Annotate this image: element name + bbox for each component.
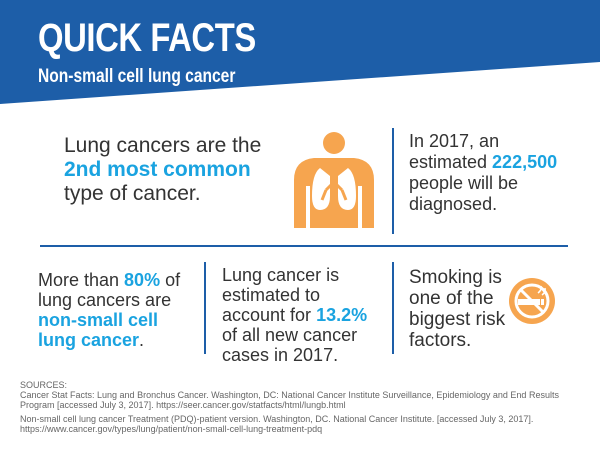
- divider-horizontal: [40, 245, 568, 247]
- divider-vertical: [392, 262, 394, 354]
- header-banner: QUICK FACTS Non-small cell lung cancer: [0, 0, 600, 104]
- fact-nsclc-pre: More than: [38, 270, 125, 290]
- source-citation: Non-small cell lung cancer Treatment (PD…: [20, 414, 534, 434]
- fact-nsclc-highlight-type: non-small cell lung cancer: [38, 310, 159, 350]
- fact-nsclc-highlight-percent: 80%: [124, 270, 161, 290]
- fact-ranking-post: type of cancer.: [64, 182, 201, 205]
- sources-label: SOURCES:: [20, 380, 68, 390]
- fact-new-cases-post: of all new cancer cases in 2017.: [222, 325, 358, 365]
- divider-vertical: [204, 262, 206, 354]
- sources-section: SOURCES: Cancer Stat Facts: Lung and Bro…: [20, 380, 590, 438]
- fact-nsclc-mid: of lung cancers are: [38, 270, 181, 310]
- fact-new-cases-pre: Lung cancer is estimated to account for: [222, 265, 340, 325]
- fact-nsclc-post: .: [139, 330, 145, 350]
- fact-new-cases: Lung cancer is estimated to account for …: [222, 265, 387, 365]
- fact-smoking: Smoking is one of the biggest risk facto…: [409, 267, 506, 351]
- lungs-body-icon: [294, 132, 374, 228]
- fact-new-cases-highlight: 13.2%: [316, 305, 368, 325]
- fact-ranking-pre: Lung cancers are the: [64, 134, 262, 157]
- source-citation: Cancer Stat Facts: Lung and Bronchus Can…: [20, 390, 559, 410]
- no-smoking-icon: [509, 278, 555, 324]
- fact-estimate-highlight: 222,500: [492, 152, 558, 172]
- fact-nsclc-share: More than 80% of lung cancers are non-sm…: [38, 270, 198, 350]
- page-subtitle: Non-small cell lung cancer: [38, 66, 236, 87]
- divider-vertical: [392, 128, 394, 234]
- fact-ranking: Lung cancers are the 2nd most common typ…: [64, 134, 294, 206]
- fact-estimate-pre: In 2017, an estimated: [409, 131, 500, 172]
- fact-estimate: In 2017, an estimated 222,500 people wil…: [409, 131, 579, 215]
- page-title: QUICK FACTS: [38, 16, 256, 60]
- fact-ranking-highlight: 2nd most common: [64, 158, 251, 181]
- fact-estimate-post: people will be diagnosed.: [409, 173, 519, 214]
- header-background: [0, 0, 600, 104]
